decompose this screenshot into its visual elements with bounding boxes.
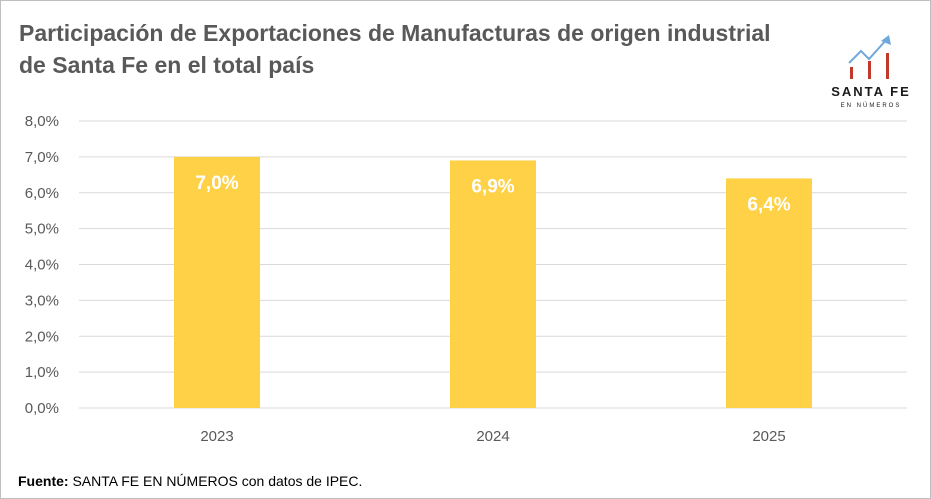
bar	[726, 178, 812, 408]
y-tick-label: 7,0%	[25, 149, 59, 166]
x-tick-label: 2024	[476, 428, 509, 445]
bar	[450, 160, 536, 408]
source-label: Fuente:	[18, 473, 69, 489]
y-tick-label: 2,0%	[25, 328, 59, 345]
y-tick-label: 8,0%	[25, 113, 59, 130]
logo-name: SANTA FE	[831, 84, 911, 99]
y-tick-label: 3,0%	[25, 292, 59, 309]
y-tick-label: 0,0%	[25, 400, 59, 417]
y-tick-label: 6,0%	[25, 185, 59, 202]
source-text: SANTA FE EN NÚMEROS con datos de IPEC.	[68, 473, 363, 489]
data-label: 6,4%	[747, 194, 790, 215]
santa-fe-logo: SANTA FE EN NÚMEROS	[829, 31, 913, 117]
y-tick-label: 4,0%	[25, 257, 59, 274]
logo-subtitle: EN NÚMEROS	[840, 103, 902, 109]
chart-title: Participación de Exportaciones de Manufa…	[19, 20, 771, 78]
x-tick-label: 2023	[200, 428, 233, 445]
growth-chart-icon	[848, 35, 891, 79]
data-label: 7,0%	[195, 173, 238, 194]
data-label: 6,9%	[471, 176, 514, 197]
y-tick-label: 1,0%	[25, 364, 59, 381]
x-tick-label: 2025	[752, 428, 785, 445]
y-tick-label: 5,0%	[25, 221, 59, 238]
bar	[174, 156, 260, 408]
bar-chart: 0,0% 1,0% 2,0% 3,0% 4,0% 5,0% 6,0% 7,0% 8,0% 7,0%…	[25, 113, 907, 445]
source-note: Fuente: SANTA FE EN NÚMEROS con datos de…	[18, 473, 362, 489]
